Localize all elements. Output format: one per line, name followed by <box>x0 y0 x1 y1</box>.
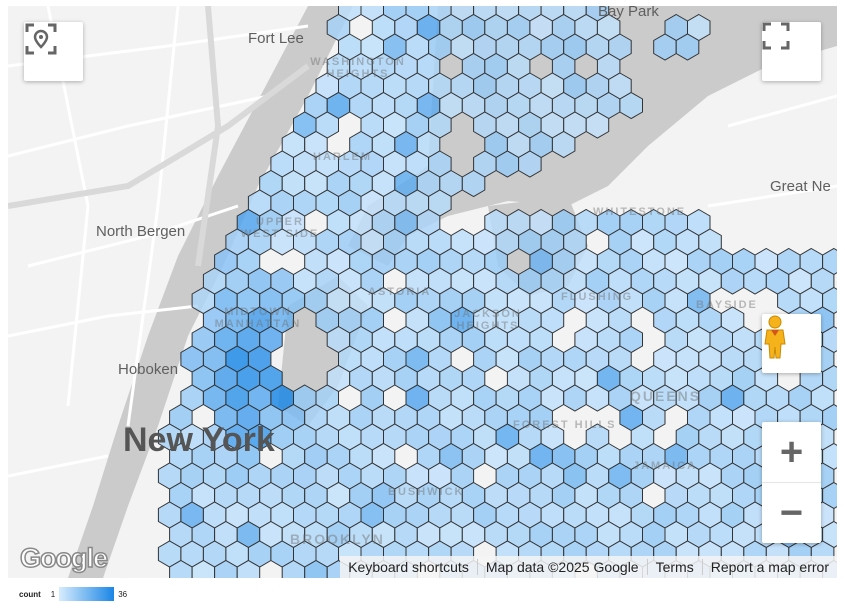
hexbin-cell <box>675 33 700 61</box>
legend-max: 36 <box>118 589 128 599</box>
label-brooklyn: BROOKLYN <box>290 531 385 547</box>
highways <box>8 6 310 267</box>
street-view-pegman[interactable] <box>762 314 821 373</box>
hexbin-cell <box>461 169 486 198</box>
zoom-controls: + − <box>762 422 821 543</box>
label-astoria: ASTORIA <box>368 286 432 298</box>
google-logo[interactable]: Google <box>19 542 109 574</box>
label-hoboken: Hoboken <box>118 361 179 378</box>
label-bayside: BAYSIDE <box>696 299 758 311</box>
street-view-pegman-icon <box>764 315 786 359</box>
report-error-link[interactable]: Report a map error <box>701 559 837 575</box>
map-data-text: Map data ©2025 Google <box>476 559 647 575</box>
label-bushwick: BUSHWICK <box>388 486 465 498</box>
label-whitestone: WHITESTONE <box>593 206 687 218</box>
hexbin-cell <box>551 130 576 159</box>
hexbin-cell <box>619 91 643 120</box>
hexbin-cell <box>236 559 261 578</box>
label-forest-hills: FOREST HILLS <box>513 419 617 431</box>
fullscreen-icon <box>762 22 790 50</box>
keyboard-shortcuts-link[interactable]: Keyboard shortcuts <box>348 559 469 575</box>
label-great-neck: Great Ne <box>770 178 831 195</box>
label-bay-park: Bay Park <box>598 6 659 20</box>
label-jackson-heights: JACKSON HEIGHTS <box>454 308 522 332</box>
locate-button[interactable] <box>24 22 83 81</box>
fullscreen-button[interactable] <box>762 22 821 81</box>
attribution-bar: Keyboard shortcuts Map data ©2025 Google… <box>340 556 837 578</box>
label-jamaica: JAMAICA <box>633 460 698 472</box>
terms-link[interactable]: Terms <box>646 559 702 575</box>
label-midtown: MIDTOWN MANHATTAN <box>214 306 302 330</box>
label-new-york: New York <box>123 421 275 459</box>
label-queens: QUEENS <box>630 388 702 404</box>
label-fort-lee: Fort Lee <box>248 30 304 47</box>
legend-title: count <box>19 589 41 599</box>
label-harlem: HARLEM <box>313 151 373 163</box>
label-north-bergen: North Bergen <box>96 223 186 240</box>
hudson-river <box>68 6 353 578</box>
legend-min: 1 <box>50 589 56 599</box>
hexbin-cell <box>585 111 610 139</box>
hexbin-cell <box>518 150 542 178</box>
label-flushing: FLUSHING <box>561 291 634 303</box>
zoom-in-button[interactable]: + <box>762 422 821 483</box>
label-washington-heights: WASHINGTON HEIGHTS <box>310 56 406 80</box>
roads <box>8 6 837 478</box>
zoom-out-button[interactable]: − <box>779 490 804 535</box>
locate-pin-icon <box>25 23 57 55</box>
color-legend: count 1 36 <box>19 587 127 601</box>
map[interactable]: Fort Lee North Bergen Hoboken New York G… <box>8 6 837 578</box>
label-upper-west-side: UPPER WEST SIDE <box>240 216 320 240</box>
legend-gradient <box>59 587 115 601</box>
